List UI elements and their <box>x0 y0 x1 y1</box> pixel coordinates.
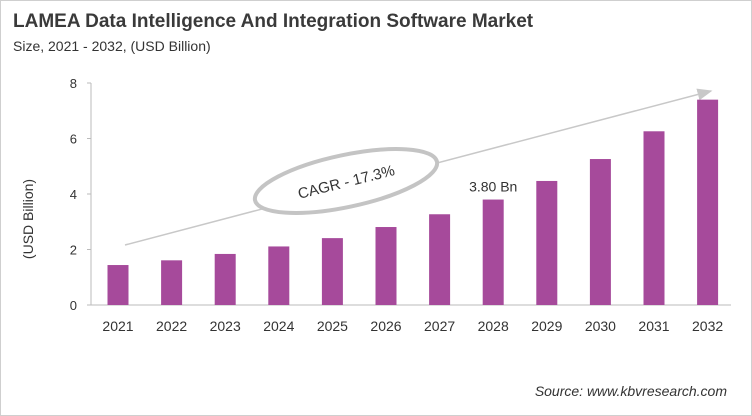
data-label: 3.80 Bn <box>469 179 517 195</box>
bar-2025 <box>321 238 343 305</box>
chart-subtitle: Size, 2021 - 2032, (USD Billion) <box>13 38 211 54</box>
x-tick-label: 2030 <box>585 318 616 334</box>
bar-2021 <box>107 265 129 305</box>
chart-title: LAMEA Data Intelligence And Integration … <box>13 11 534 32</box>
x-tick-label: 2022 <box>156 318 187 334</box>
bar-2029 <box>536 180 558 305</box>
cagr-ellipse <box>252 147 440 215</box>
x-tick-label: 2023 <box>210 318 241 334</box>
x-tick-label: 2021 <box>102 318 133 334</box>
x-tick-label: 2028 <box>478 318 509 334</box>
bar-2026 <box>375 227 397 305</box>
y-tick-label: 4 <box>70 187 77 202</box>
x-tick-label: 2025 <box>317 318 348 334</box>
bar-2031 <box>643 131 665 305</box>
y-tick-label: 6 <box>70 132 77 147</box>
y-axis-label: (USD Billion) <box>20 179 36 259</box>
bar-2023 <box>214 253 236 305</box>
bar-2032 <box>697 99 719 306</box>
x-tick-label: 2026 <box>370 318 401 334</box>
x-tick-label: 2027 <box>424 318 455 334</box>
x-tick-label: 2029 <box>531 318 562 334</box>
x-tick-label: 2032 <box>692 318 723 334</box>
y-tick-label: 0 <box>70 298 77 313</box>
bar-2024 <box>268 246 290 305</box>
bar-2030 <box>589 159 611 305</box>
x-tick-label: 2024 <box>263 318 294 334</box>
bar-2027 <box>429 214 451 305</box>
bar-2022 <box>161 260 183 305</box>
y-tick-label: 8 <box>70 76 77 91</box>
y-tick-label: 2 <box>70 243 77 258</box>
bar-2028 <box>482 199 504 305</box>
source-note: Source: www.kbvresearch.com <box>534 383 727 399</box>
x-tick-label: 2031 <box>638 318 669 334</box>
